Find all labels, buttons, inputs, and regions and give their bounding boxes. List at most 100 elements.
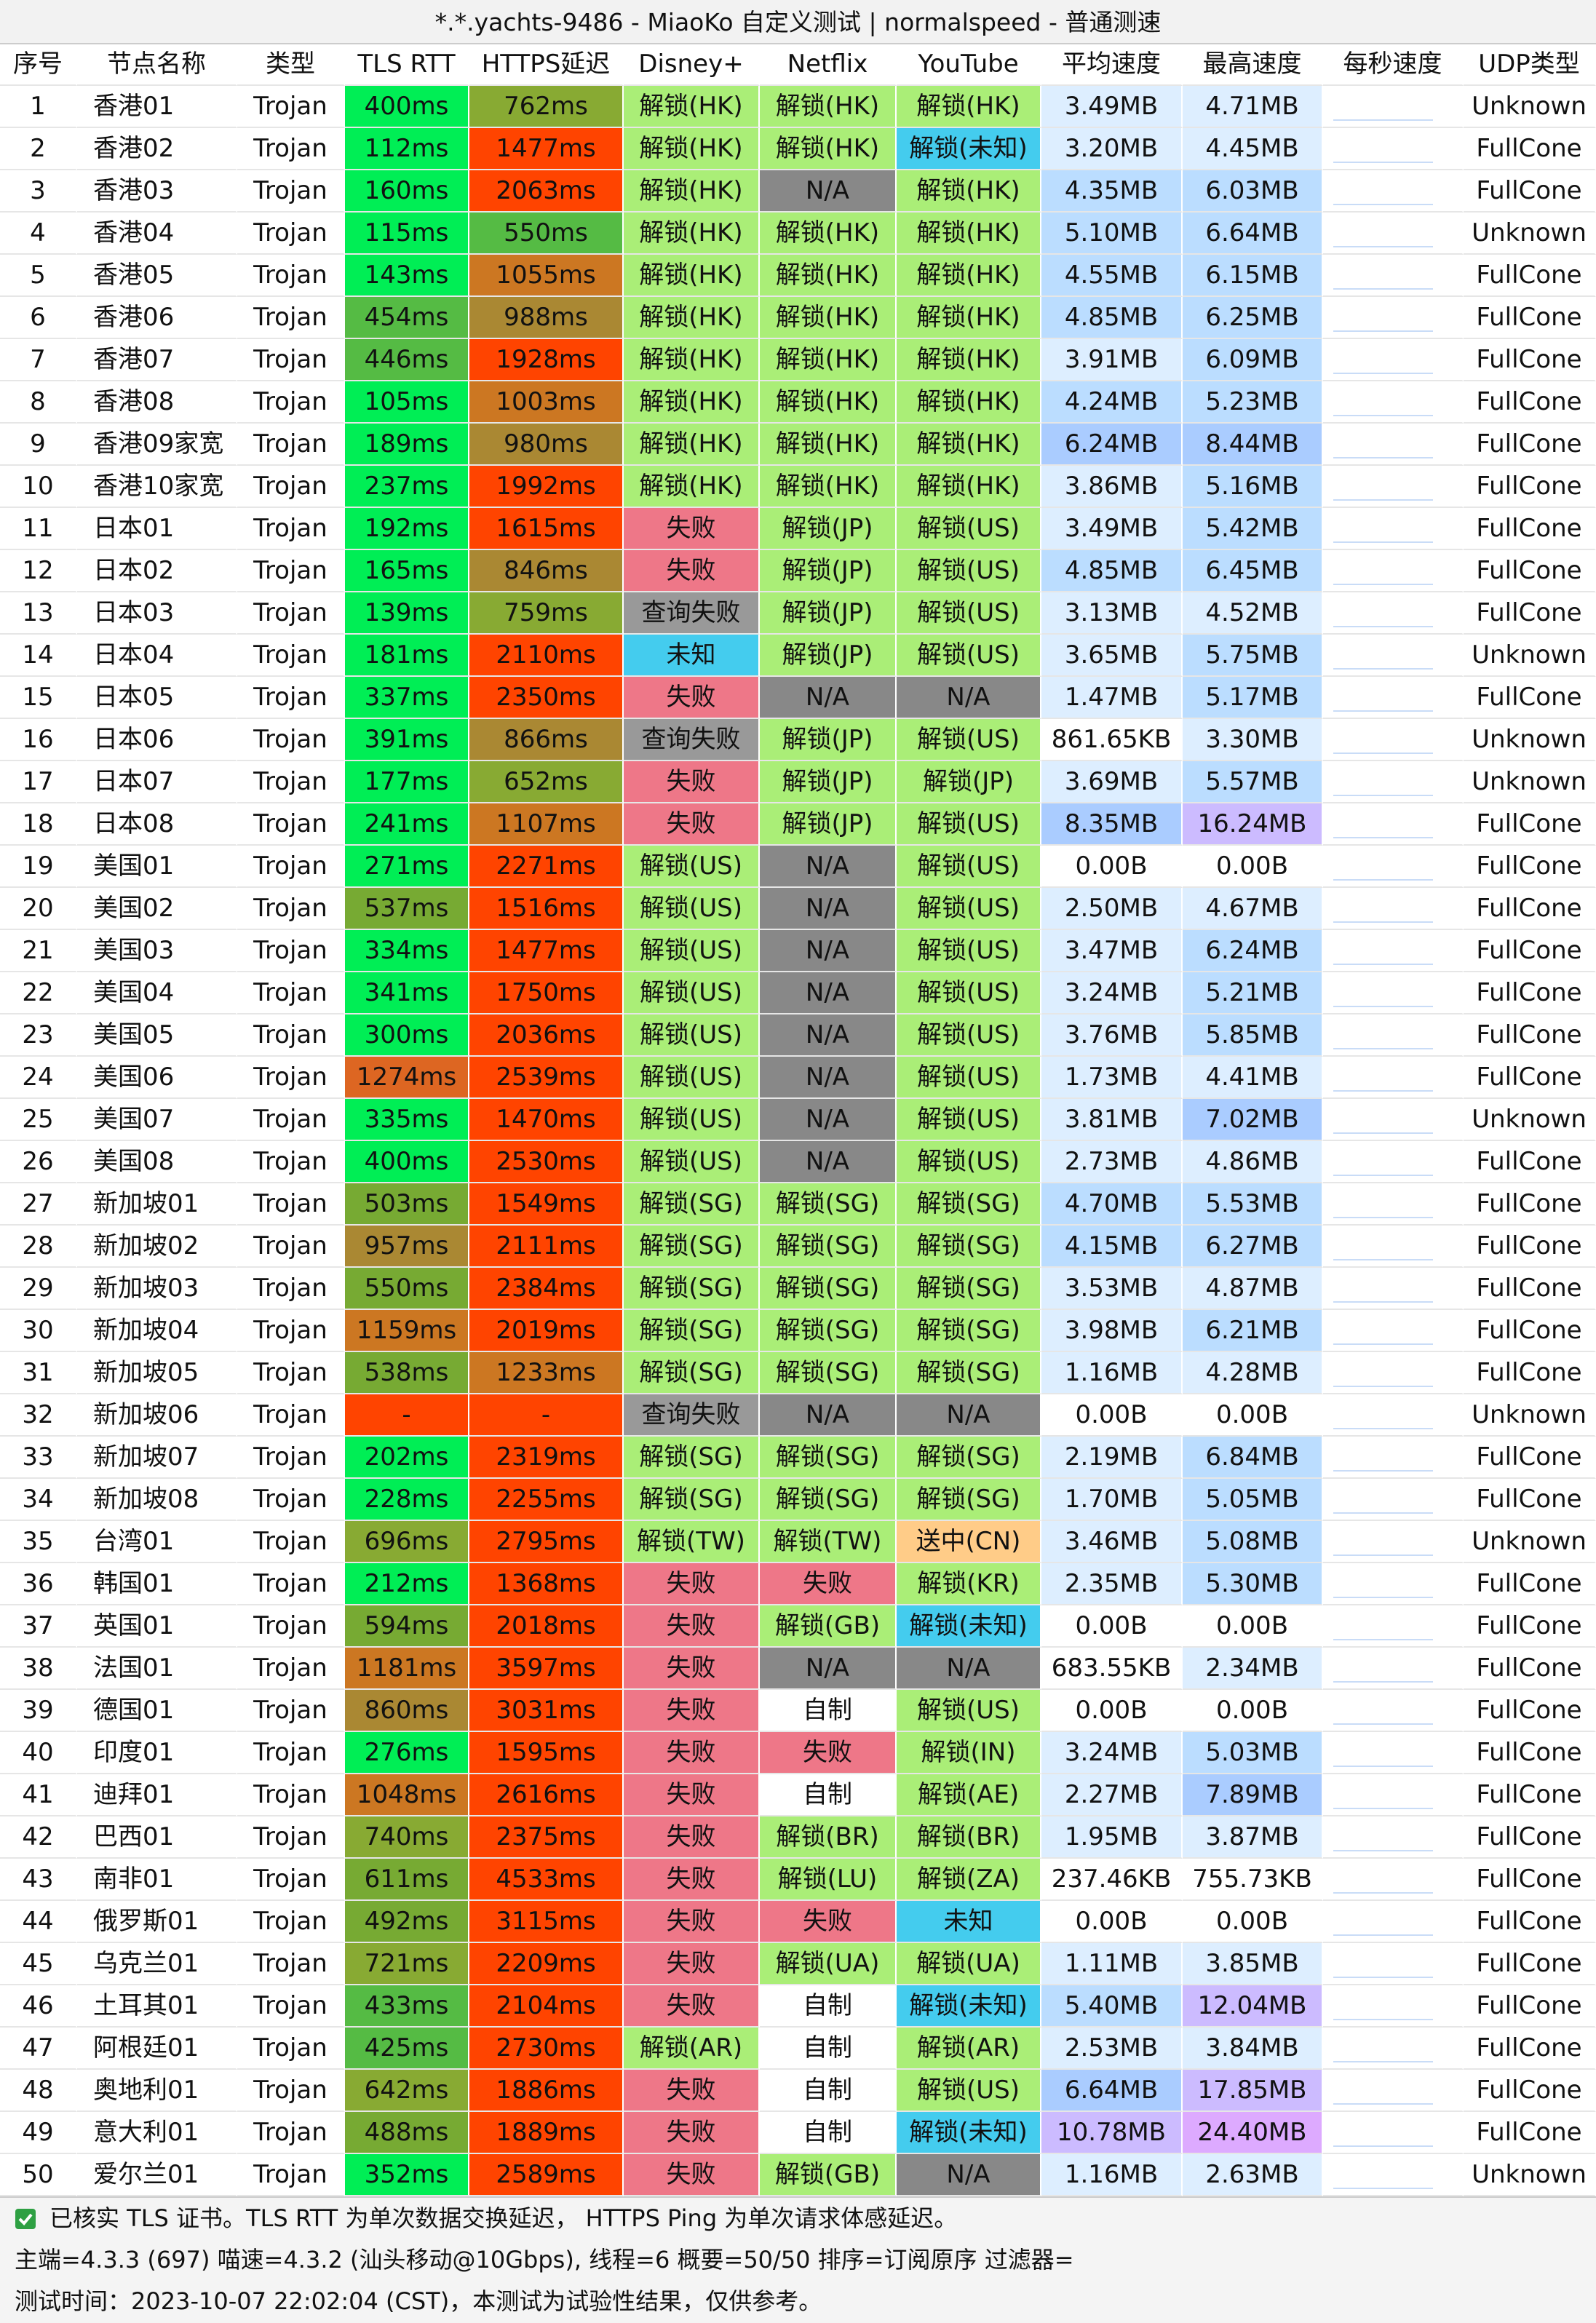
- table-cell: 20: [0, 888, 77, 930]
- table-cell: FullCone: [1464, 1605, 1596, 1648]
- table-cell: 35: [0, 1521, 77, 1563]
- speed-sparkline: [1323, 466, 1464, 508]
- table-cell: 17: [0, 761, 77, 803]
- table-row: 38 法国01 Trojan 1181ms 3597ms 失败 N/A N/A 683.55KB…: [0, 1648, 1596, 1690]
- table-cell: 阿根廷01: [77, 2028, 237, 2070]
- table-cell: 181ms: [345, 635, 469, 677]
- table-cell: FullCone: [1464, 424, 1596, 466]
- table-row: 34 新加坡08 Trojan 228ms 2255ms 解锁(SG) 解锁(SG) 解锁(S…: [0, 1479, 1596, 1521]
- table-cell: 6.15MB: [1183, 255, 1323, 297]
- table-row: 49 意大利01 Trojan 488ms 1889ms 失败 自制 解锁(未知) 10.78M…: [0, 2112, 1596, 2154]
- table-cell: 解锁(US): [624, 1014, 760, 1057]
- table-cell: 解锁(HK): [897, 424, 1041, 466]
- table-cell: 解锁(HK): [760, 381, 897, 424]
- table-cell: 3.20MB: [1041, 128, 1183, 170]
- table-cell: Trojan: [237, 213, 345, 255]
- speed-sparkline: [1323, 761, 1464, 803]
- table-cell: N/A: [760, 1057, 897, 1099]
- table-cell: 23: [0, 1014, 77, 1057]
- table-row: 23 美国05 Trojan 300ms 2036ms 解锁(US) N/A 解锁(US) 3.…: [0, 1014, 1596, 1057]
- table-cell: 解锁(SG): [897, 1226, 1041, 1268]
- table-cell: FullCone: [1464, 1141, 1596, 1183]
- table-cell: 香港07: [77, 339, 237, 381]
- table-cell: FullCone: [1464, 1057, 1596, 1099]
- table-cell: 6.25MB: [1183, 297, 1323, 339]
- table-cell: 400ms: [345, 1141, 469, 1183]
- table-cell: 33: [0, 1437, 77, 1479]
- table-row: 10 香港10家宽 Trojan 237ms 1992ms 解锁(HK) 解锁(HK) 解锁(…: [0, 466, 1596, 508]
- table-cell: 1470ms: [469, 1099, 624, 1141]
- table-cell: FullCone: [1464, 1690, 1596, 1732]
- table-cell: 查询失败: [624, 719, 760, 761]
- table-cell: 4.87MB: [1183, 1268, 1323, 1310]
- table-cell: 5.42MB: [1183, 508, 1323, 550]
- table-cell: 5.30MB: [1183, 1563, 1323, 1605]
- table-cell: 新加坡07: [77, 1437, 237, 1479]
- table-cell: 解锁(BR): [760, 1816, 897, 1859]
- table-cell: Trojan: [237, 2028, 345, 2070]
- header-cell: 节点名称: [77, 44, 237, 86]
- table-cell: 失败: [624, 1859, 760, 1901]
- table-cell: 解锁(HK): [760, 424, 897, 466]
- speed-sparkline: [1323, 677, 1464, 719]
- table-cell: 4.86MB: [1183, 1141, 1323, 1183]
- table-cell: 5.21MB: [1183, 972, 1323, 1014]
- table-cell: 2111ms: [469, 1226, 624, 1268]
- table-row: 15 日本05 Trojan 337ms 2350ms 失败 N/A N/A 1.47MB 5.1…: [0, 677, 1596, 719]
- speed-sparkline: [1323, 635, 1464, 677]
- table-cell: 解锁(IN): [897, 1732, 1041, 1774]
- speed-sparkline: [1323, 297, 1464, 339]
- table-cell: Trojan: [237, 466, 345, 508]
- table-cell: 740ms: [345, 1816, 469, 1859]
- table-cell: FullCone: [1464, 1310, 1596, 1352]
- table-cell: 失败: [624, 803, 760, 846]
- speed-sparkline: [1323, 1014, 1464, 1057]
- table-cell: 3.53MB: [1041, 1268, 1183, 1310]
- table-cell: Trojan: [237, 339, 345, 381]
- table-cell: 自制: [760, 2070, 897, 2112]
- table-cell: 新加坡04: [77, 1310, 237, 1352]
- speed-sparkline: [1323, 972, 1464, 1014]
- table-cell: 解锁(SG): [897, 1310, 1041, 1352]
- table-row: 41 迪拜01 Trojan 1048ms 2616ms 失败 自制 解锁(AE) 2.27MB…: [0, 1774, 1596, 1816]
- table-cell: 652ms: [469, 761, 624, 803]
- table-cell: 美国01: [77, 846, 237, 888]
- table-cell: 14: [0, 635, 77, 677]
- table-row: 1 香港01 Trojan 400ms 762ms 解锁(HK) 解锁(HK) 解锁(HK) 3…: [0, 86, 1596, 128]
- table-cell: 解锁(SG): [760, 1479, 897, 1521]
- table-cell: 解锁(TW): [624, 1521, 760, 1563]
- table-cell: 5.16MB: [1183, 466, 1323, 508]
- table-cell: FullCone: [1464, 1774, 1596, 1816]
- table-cell: 未知: [624, 635, 760, 677]
- table-cell: 4.67MB: [1183, 888, 1323, 930]
- table-cell: Trojan: [237, 2112, 345, 2154]
- table-cell: 失败: [624, 2070, 760, 2112]
- table-cell: 3031ms: [469, 1690, 624, 1732]
- note-line: 已核实 TLS 证书。TLS RTT 为单次数据交换延迟， HTTPS Ping…: [0, 2198, 1596, 2239]
- speed-sparkline: [1323, 1057, 1464, 1099]
- table-cell: 4.41MB: [1183, 1057, 1323, 1099]
- table-cell: 日本08: [77, 803, 237, 846]
- table-row: 18 日本08 Trojan 241ms 1107ms 失败 解锁(JP) 解锁(US) 8.3…: [0, 803, 1596, 846]
- table-cell: 228ms: [345, 1479, 469, 1521]
- table-cell: 1595ms: [469, 1732, 624, 1774]
- table-cell: 1233ms: [469, 1352, 624, 1394]
- speed-sparkline: [1323, 1605, 1464, 1648]
- table-cell: 2104ms: [469, 1985, 624, 2028]
- table-cell: 2271ms: [469, 846, 624, 888]
- table-cell: 4.55MB: [1041, 255, 1183, 297]
- table-cell: 1107ms: [469, 803, 624, 846]
- table-cell: 送中(CN): [897, 1521, 1041, 1563]
- table-row: 44 俄罗斯01 Trojan 492ms 3115ms 失败 失败 未知 0.00B 0.00B…: [0, 1901, 1596, 1943]
- table-cell: Trojan: [237, 1394, 345, 1437]
- table-cell: Trojan: [237, 1352, 345, 1394]
- speed-sparkline: [1323, 86, 1464, 128]
- speed-sparkline: [1323, 1099, 1464, 1141]
- table-cell: 1274ms: [345, 1057, 469, 1099]
- table-cell: 38: [0, 1648, 77, 1690]
- table-cell: FullCone: [1464, 1268, 1596, 1310]
- table-cell: 3.81MB: [1041, 1099, 1183, 1141]
- table-row: 32 新加坡06 Trojan - - 查询失败 N/A N/A 0.00B 0.00B Unkno…: [0, 1394, 1596, 1437]
- table-cell: 解锁(SG): [624, 1268, 760, 1310]
